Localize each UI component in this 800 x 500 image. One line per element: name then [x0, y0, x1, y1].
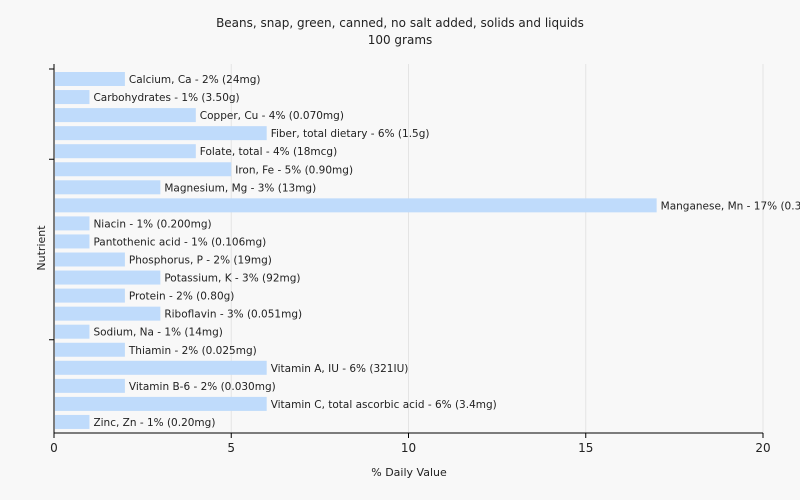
bar: [55, 144, 196, 159]
x-tick-label: 10: [401, 441, 416, 455]
bar: [55, 126, 267, 141]
bar: [55, 108, 196, 123]
bar: [55, 72, 125, 86]
chart-subtitle: 100 grams: [368, 33, 433, 47]
x-tick-label: 20: [755, 441, 770, 455]
bar-label: Phosphorus, P - 2% (19mg): [129, 255, 272, 267]
bar: [55, 396, 267, 411]
bar-label: Niacin - 1% (0.200mg): [93, 218, 211, 230]
bar-label: Calcium, Ca - 2% (24mg): [129, 74, 261, 86]
bar-label: Riboflavin - 3% (0.051mg): [164, 309, 302, 321]
bar-label: Zinc, Zn - 1% (0.20mg): [93, 417, 215, 429]
bar: [55, 180, 161, 195]
axes: 0 5 10 15 20: [49, 64, 771, 455]
bar-label: Sodium, Na - 1% (14mg): [93, 327, 222, 339]
x-axis-label: % Daily Value: [371, 466, 447, 479]
bar: [55, 378, 125, 393]
x-tick-label: 0: [50, 441, 58, 455]
bar: [55, 216, 90, 231]
bar: [55, 270, 161, 285]
bar-label: Pantothenic acid - 1% (0.106mg): [93, 236, 266, 248]
bar-label: Fiber, total dietary - 6% (1.5g): [271, 128, 430, 140]
bar-label: Vitamin B-6 - 2% (0.030mg): [129, 381, 276, 393]
bars: Calcium, Ca - 2% (24mg) Carbohydrates - 1…: [55, 72, 800, 429]
bar-label: Iron, Fe - 5% (0.90mg): [235, 164, 353, 176]
bar: [55, 414, 90, 429]
bar: [55, 90, 90, 105]
bar-label: Thiamin - 2% (0.025mg): [128, 345, 257, 357]
bar: [55, 162, 232, 177]
bar-label: Copper, Cu - 4% (0.070mg): [200, 110, 344, 122]
bar-label: Magnesium, Mg - 3% (13mg): [164, 182, 316, 194]
bar: [55, 288, 125, 303]
x-tick-label: 5: [227, 441, 235, 455]
x-tick-label: 15: [578, 441, 593, 455]
bar-label: Protein - 2% (0.80g): [129, 291, 235, 303]
bar: [55, 342, 125, 357]
bar-label: Carbohydrates - 1% (3.50g): [93, 92, 239, 104]
bar-label: Potassium, K - 3% (92mg): [164, 273, 300, 285]
bar: [55, 306, 161, 321]
bar-label: Vitamin C, total ascorbic acid - 6% (3.4…: [271, 399, 497, 411]
bar-label: Manganese, Mn - 17% (0.335mg): [661, 200, 800, 212]
y-axis-label: Nutrient: [35, 225, 48, 271]
bar: [55, 198, 657, 213]
bar: [55, 360, 267, 375]
bar: [55, 252, 125, 267]
bar: [55, 324, 90, 339]
chart-title: Beans, snap, green, canned, no salt adde…: [216, 16, 584, 30]
bar: [55, 234, 90, 249]
bar-label: Folate, total - 4% (18mcg): [200, 146, 337, 158]
bar-label: Vitamin A, IU - 6% (321IU): [271, 363, 409, 375]
